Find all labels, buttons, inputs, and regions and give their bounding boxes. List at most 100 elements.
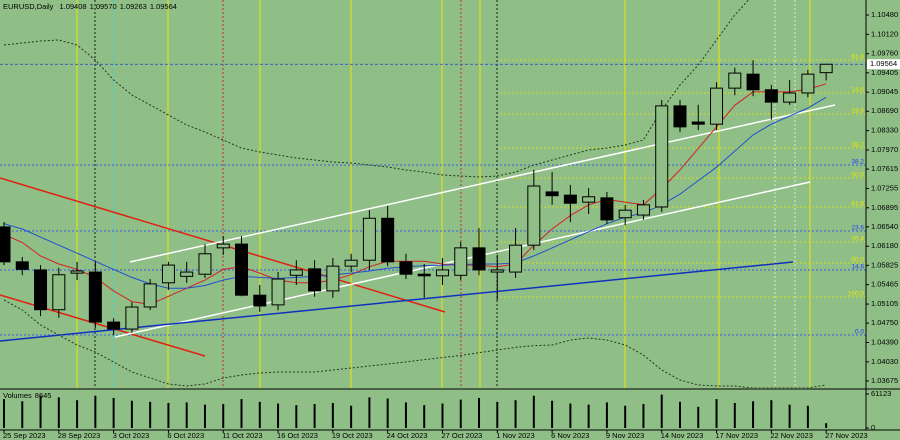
- candle-body: [34, 269, 48, 311]
- drawing-objects: [76, 0, 811, 388]
- y-tick-label: 1.10120: [871, 29, 898, 38]
- volume-header: Volumes 8645: [3, 391, 51, 400]
- candle-body: [143, 283, 157, 308]
- y-tick-label: 1.08330: [871, 126, 898, 135]
- x-tick-label: 17 Nov 2023: [716, 431, 759, 440]
- header-low: 1.09263: [120, 2, 147, 11]
- fib-label: 23.6: [851, 225, 864, 232]
- candle-body: [362, 217, 376, 261]
- candle-body: [764, 89, 778, 103]
- y-tick-label: 1.10480: [871, 10, 898, 19]
- candle-body: [326, 265, 340, 292]
- x-tick-label: 3 Oct 2023: [113, 431, 150, 440]
- candle-body: [344, 259, 358, 267]
- y-tick-label: 1.03675: [871, 376, 898, 385]
- fib-label: 38.2: [851, 159, 864, 166]
- candle-body: [381, 217, 395, 263]
- candle-body: [819, 63, 833, 74]
- fib-label: 38.2: [851, 142, 864, 149]
- candle-body: [417, 273, 431, 277]
- fib-label: 14.6: [851, 87, 864, 94]
- candle-body: [728, 72, 742, 89]
- candle-body: [180, 271, 194, 277]
- candle-body: [435, 269, 449, 277]
- candle-body: [253, 294, 267, 307]
- candle-body: [0, 226, 11, 263]
- x-tick-label: 25 Sep 2023: [3, 431, 46, 440]
- x-tick-label: 22 Nov 2023: [770, 431, 813, 440]
- candle-body: [399, 261, 413, 275]
- candle-body: [801, 73, 815, 94]
- candle-body: [582, 196, 596, 203]
- candle-body: [783, 92, 797, 103]
- y-tick-label: 1.07615: [871, 164, 898, 173]
- candle-body: [308, 268, 322, 292]
- header-high: 1.09570: [90, 2, 117, 11]
- candle-body: [70, 270, 84, 274]
- trend-line: [129, 104, 836, 263]
- candle-body: [52, 274, 66, 311]
- candle-body: [710, 87, 724, 125]
- y-tick-label: 1.07970: [871, 145, 898, 154]
- y-tick-label: 1.06180: [871, 241, 898, 250]
- volume-tick-label: 0: [871, 423, 875, 432]
- volume-tick-label: 61123: [871, 389, 891, 398]
- y-tick-label: 1.05465: [871, 280, 898, 289]
- y-tick-label: 1.06895: [871, 203, 898, 212]
- y-tick-label: 1.08690: [871, 106, 898, 115]
- candle-body: [472, 247, 486, 271]
- header-open: 1.09408: [59, 2, 86, 11]
- x-tick-label: 9 Nov 2023: [606, 431, 644, 440]
- x-tick-label: 27 Nov 2023: [825, 431, 868, 440]
- y-tick-label: 1.04030: [871, 357, 898, 366]
- indicator-line: [3, 83, 827, 305]
- fib-label: 0.0: [855, 329, 864, 336]
- candle-body: [107, 321, 121, 330]
- fib-label: 76.4: [851, 236, 864, 243]
- y-tick-label: 1.06540: [871, 222, 898, 231]
- candle-body: [655, 105, 669, 208]
- x-tick-label: 14 Nov 2023: [661, 431, 704, 440]
- fib-label: 50.0: [851, 172, 864, 179]
- fib-label: 100.0: [848, 291, 865, 298]
- chart-header: EURUSD,Daily 1.09408 1.09570 1.09263 1.09564: [3, 2, 177, 11]
- candle-body: [527, 185, 541, 246]
- candle-body: [691, 121, 705, 125]
- candle-body: [125, 306, 139, 330]
- candle-body: [490, 269, 504, 273]
- fib-label: 61.8: [851, 201, 864, 208]
- y-tick-label: 1.09760: [871, 49, 898, 58]
- header-close: 1.09564: [150, 2, 177, 11]
- candle-body: [15, 261, 29, 270]
- candle-body: [600, 197, 614, 221]
- y-tick-label: 1.09405: [871, 68, 898, 77]
- x-tick-label: 1 Nov 2023: [496, 431, 534, 440]
- current-price-box: [867, 59, 900, 70]
- x-tick-label: 11 Oct 2023: [222, 431, 262, 440]
- fib-label: 61.8: [851, 54, 864, 61]
- fib-label: 50.0: [851, 257, 864, 264]
- x-tick-label: 19 Oct 2023: [332, 431, 373, 440]
- current-price-label: 1.09564: [870, 59, 897, 68]
- indicator-lines: [0, 0, 866, 388]
- fib-label: 23.6: [851, 108, 864, 115]
- candle-body: [198, 253, 212, 275]
- candle-body: [235, 243, 249, 296]
- candle-body: [509, 244, 523, 273]
- x-tick-label: 16 Oct 2023: [277, 431, 318, 440]
- x-tick-label: 24 Oct 2023: [387, 431, 428, 440]
- x-tick-label: 27 Oct 2023: [441, 431, 482, 440]
- candles: [0, 60, 833, 335]
- indicator-line: [3, 96, 827, 289]
- indicator-line: [3, 299, 827, 388]
- candle-body: [618, 209, 632, 219]
- candle-body: [563, 194, 577, 204]
- y-tick-label: 1.04390: [871, 337, 898, 346]
- indicator-line: [3, 0, 750, 178]
- y-tick-label: 1.05105: [871, 299, 898, 308]
- chart-title: EURUSD,Daily: [3, 2, 54, 11]
- x-tick-label: 6 Nov 2023: [551, 431, 589, 440]
